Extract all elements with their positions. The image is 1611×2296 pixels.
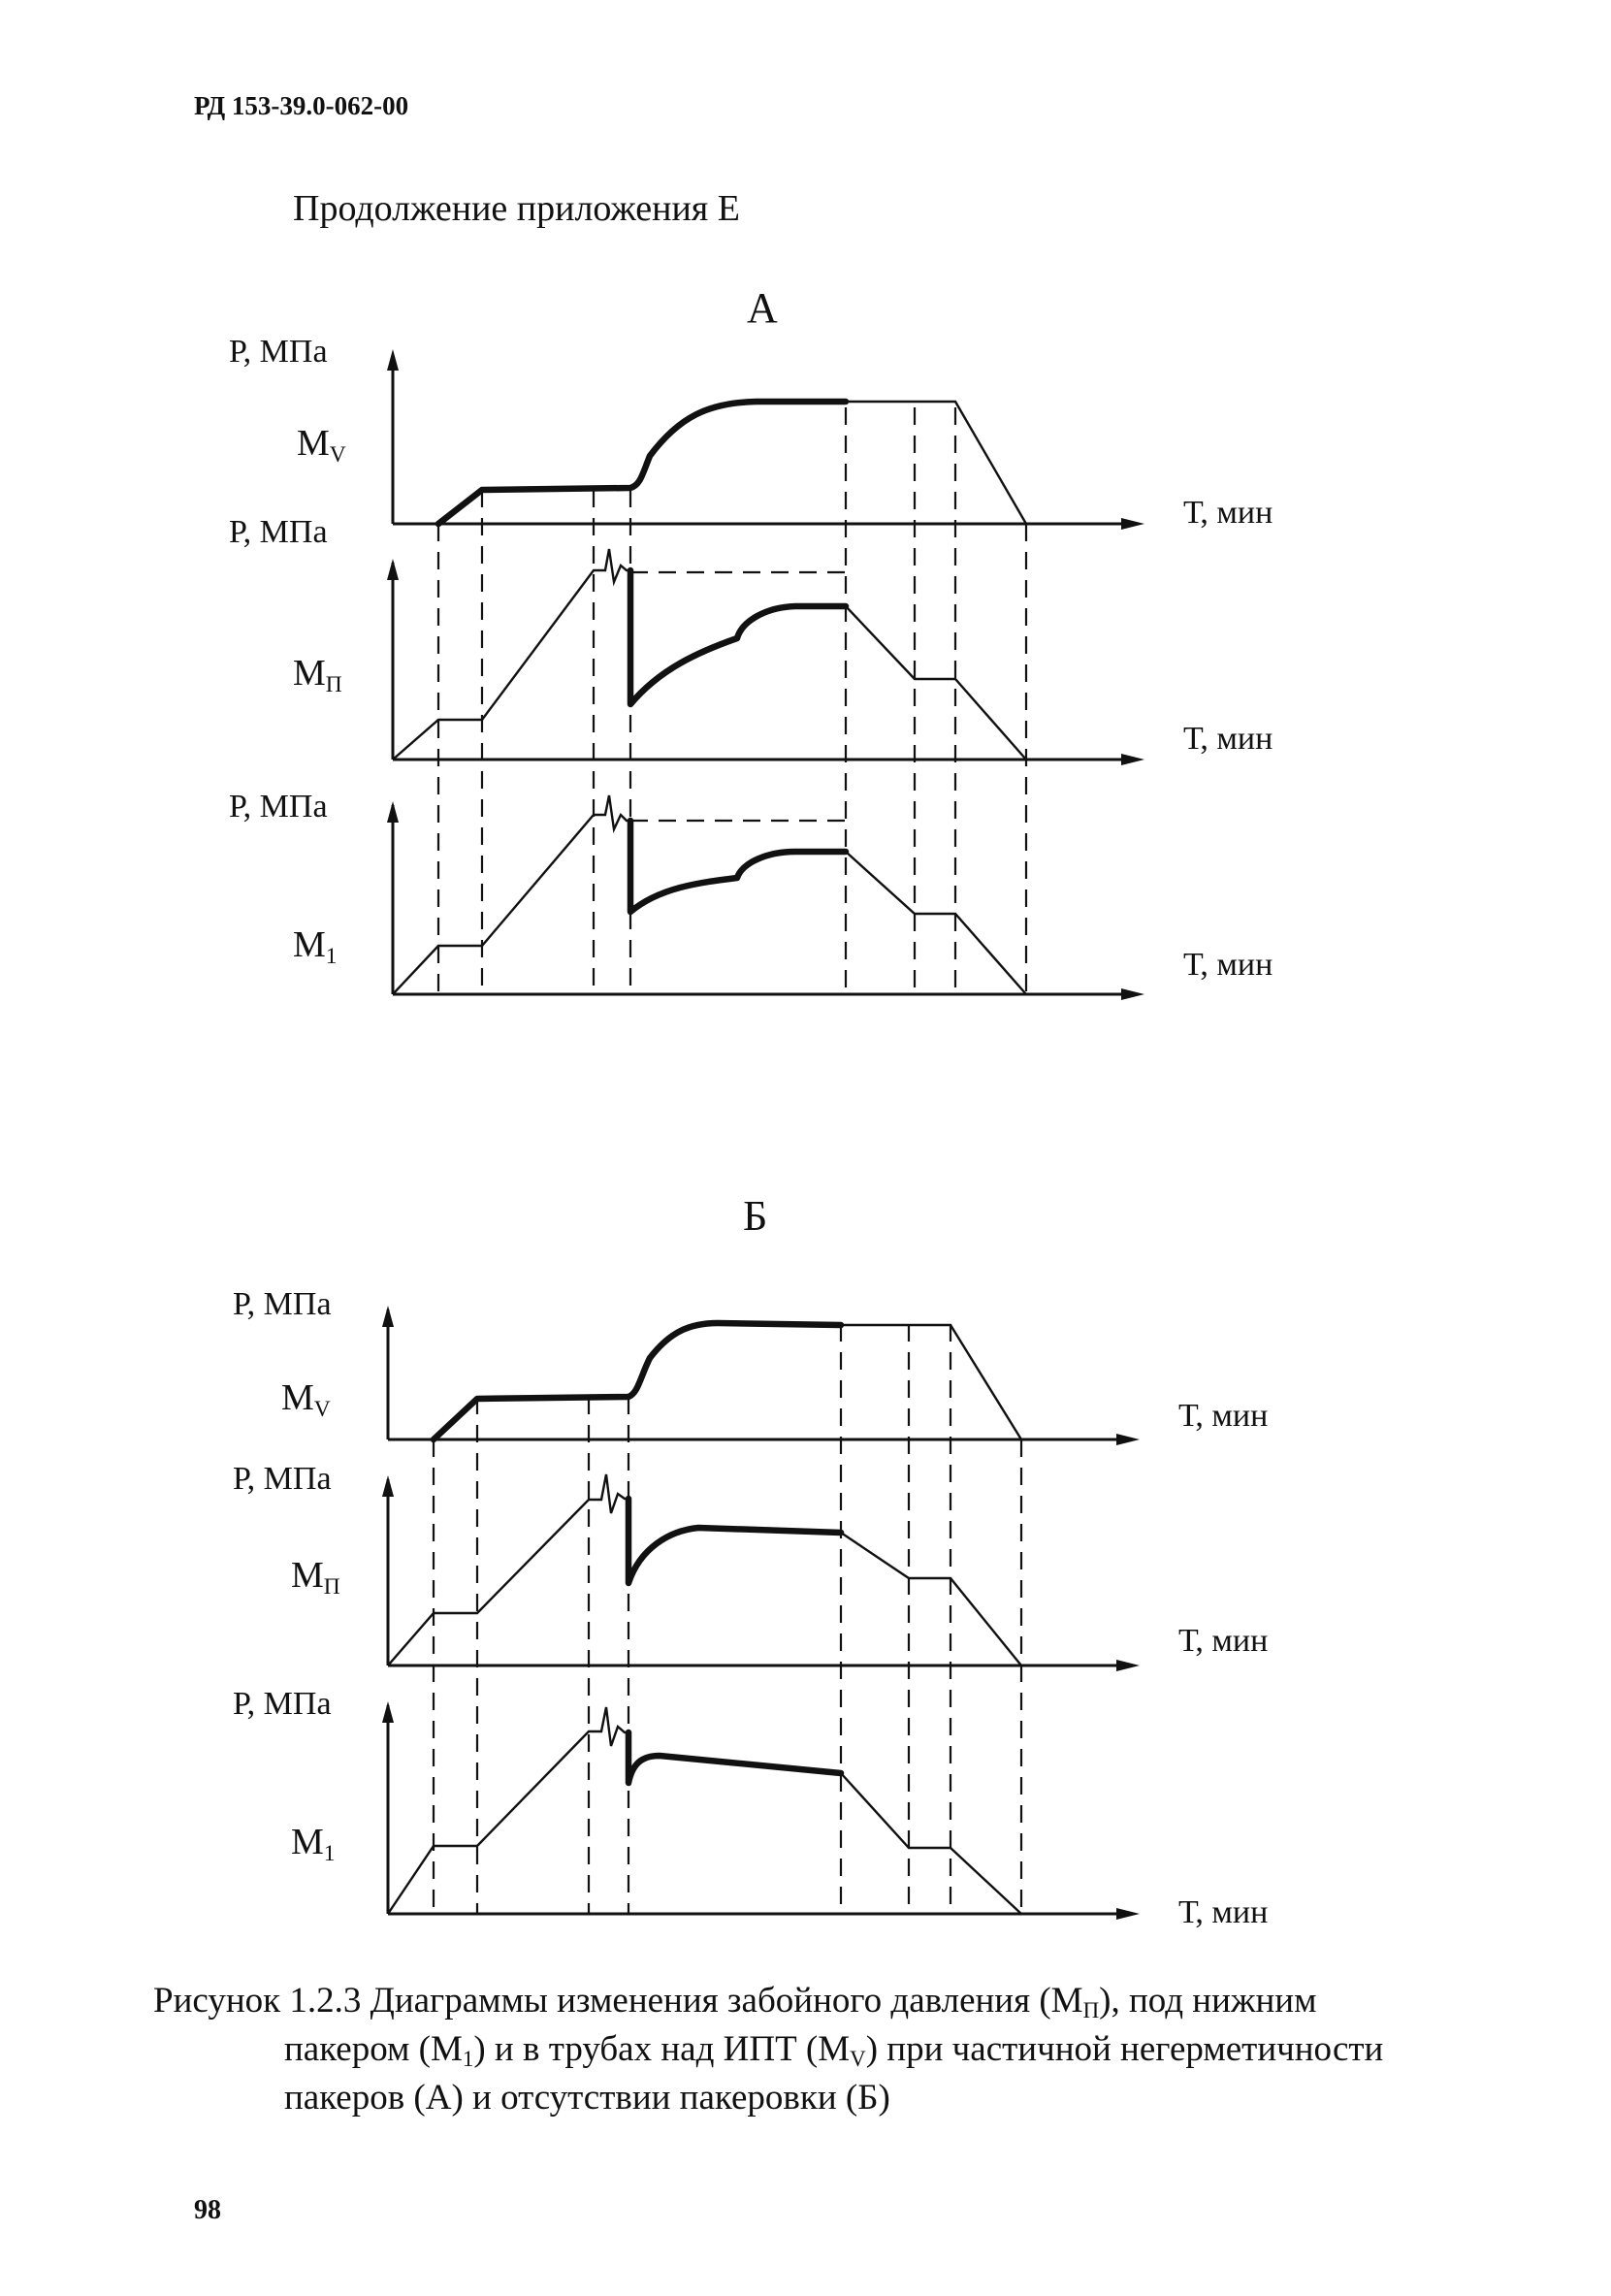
appendix-heading: Продолжение приложения Е [293, 188, 740, 229]
b-mv-curve-label: МV [281, 1377, 331, 1422]
b-m1-y-axis-label: Р, МПа [233, 1686, 332, 1722]
a-mp-y-axis-label: Р, МПа [229, 514, 328, 550]
b-mv-x-axis-label: Т, мин [1178, 1398, 1269, 1434]
a-mv-curve [435, 398, 1028, 528]
a-m1-curve [392, 794, 1027, 995]
b-mv-y-axis-label: Р, МПа [233, 1286, 332, 1322]
b-m1-curve-label: М1 [291, 1822, 336, 1866]
b-time-guides [432, 1324, 1023, 1914]
b-axes [382, 1306, 1140, 1920]
caption-line-3: пакеров (А) и отсутствии пакеровки (Б) [284, 2078, 890, 2118]
a-mv-y-axis-label: Р, МПа [229, 334, 328, 370]
diagram-a [387, 349, 1144, 1000]
b-m1-curve [387, 1706, 1022, 1915]
caption-line-1: Рисунок 1.2.3 Диаграммы изменения забойн… [153, 1981, 1317, 2023]
diagram-b [382, 1306, 1140, 1920]
b-mp-x-axis-label: Т, мин [1178, 1623, 1269, 1659]
a-mp-x-axis-label: Т, мин [1183, 721, 1273, 757]
a-mp-curve [392, 548, 1027, 760]
a-mv-x-axis-label: Т, мин [1183, 495, 1273, 531]
b-mv-curve [430, 1319, 1023, 1443]
a-m1-curve-label: М1 [293, 924, 338, 969]
page-number: 98 [194, 2195, 221, 2225]
caption-line-2: пакером (М1) и в трубах над ИПТ (МV) при… [284, 2029, 1384, 2072]
a-time-guides [436, 407, 1028, 994]
a-m1-x-axis-label: Т, мин [1183, 947, 1273, 983]
a-mv-curve-label: МV [297, 423, 346, 468]
b-m1-x-axis-label: Т, мин [1178, 1894, 1269, 1930]
b-mp-curve-label: МП [291, 1555, 340, 1600]
b-mp-curve [387, 1473, 1022, 1666]
a-mp-curve-label: МП [293, 653, 342, 697]
diagram-b-label: Б [743, 1192, 768, 1240]
a-m1-y-axis-label: Р, МПа [229, 789, 328, 825]
a-axes [387, 349, 1144, 1000]
figure-caption: Рисунок 1.2.3 Диаграммы изменения забойн… [153, 1979, 1511, 2120]
b-mp-y-axis-label: Р, МПа [233, 1461, 332, 1497]
document-code: РД 153-39.0-062-00 [194, 91, 409, 120]
diagram-a-label: А [747, 284, 778, 332]
